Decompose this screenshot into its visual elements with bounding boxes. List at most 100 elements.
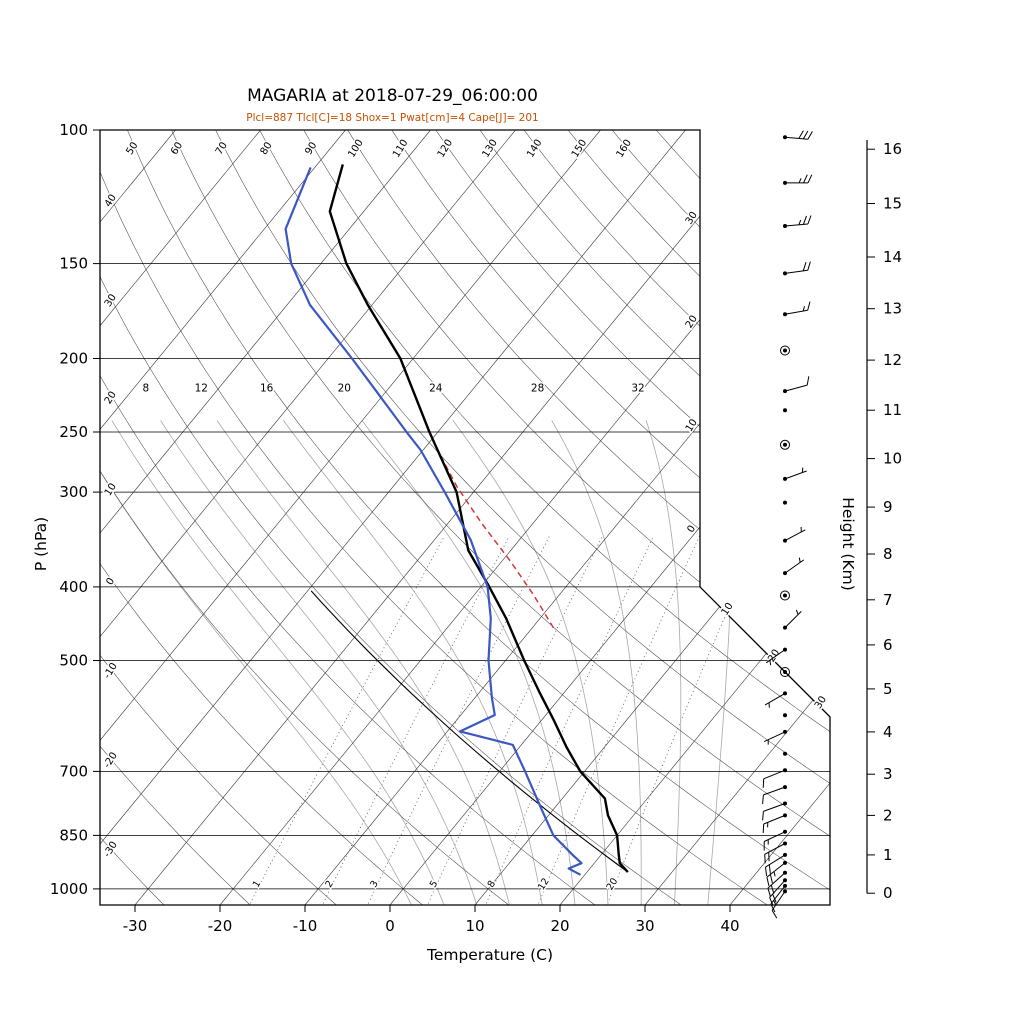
isotherm-right-label: 20 xyxy=(684,314,700,331)
plot-frame xyxy=(99,129,831,906)
wind-station-dot xyxy=(783,500,787,505)
wind-barb-feather xyxy=(803,174,808,184)
mixing-ratio-label: 5 xyxy=(428,879,441,890)
isotherm-right-label: 30 xyxy=(684,210,700,227)
dry-adiabat-top-label: 120 xyxy=(436,138,455,160)
height-tick-label: 10 xyxy=(883,450,902,468)
wind-barb-staff xyxy=(784,384,808,392)
wind-barb-feather xyxy=(802,215,807,225)
wind-station-dot xyxy=(783,348,787,353)
isotherm-line xyxy=(389,130,830,905)
isotherm-line xyxy=(559,130,830,905)
height-tick-label: 14 xyxy=(883,248,902,266)
isotherm-diagonal-label: 20 xyxy=(766,648,782,665)
moist-adiabat-label: 8 xyxy=(143,382,150,394)
moist-adiabat-label: 16 xyxy=(260,382,274,394)
temperature-tick-label: -30 xyxy=(123,917,148,935)
moist-adiabat-line xyxy=(111,420,445,905)
wind-barb-staff xyxy=(763,731,786,743)
moist-adiabat-line xyxy=(100,420,412,905)
cape-parcel-path xyxy=(436,448,555,629)
dry-adiabat-top-label: 130 xyxy=(480,138,499,160)
wind-barb-staff xyxy=(765,854,786,868)
dry-adiabat-line xyxy=(567,130,830,905)
temperature-axis-label: Temperature (C) xyxy=(426,946,554,964)
wind-barb-staff xyxy=(784,309,808,315)
wind-barb-staff xyxy=(784,223,808,227)
dry-adiabat-top-label: 160 xyxy=(615,138,634,160)
wind-barb-feather xyxy=(798,178,802,184)
moist-adiabat-line xyxy=(361,420,576,905)
height-tick-label: 7 xyxy=(883,591,893,609)
wind-barb-staff xyxy=(767,872,786,889)
mixing-ratio-line xyxy=(249,536,445,904)
wind-barb-feather xyxy=(802,130,809,140)
dry-adiabat-line xyxy=(100,130,596,905)
wind-barb-staff xyxy=(784,269,808,274)
wind-barb-feather xyxy=(769,897,774,906)
dry-adiabat-line xyxy=(100,130,509,905)
moist-adiabat-label: 32 xyxy=(631,382,644,394)
temperature-tick-label: 20 xyxy=(550,917,569,935)
dry-adiabat-line xyxy=(100,130,251,905)
wind-barb-staff xyxy=(769,879,786,898)
temperature-tick-label: 30 xyxy=(635,917,654,935)
moist-adiabat-line xyxy=(707,420,733,905)
height-tick-label: 15 xyxy=(883,195,902,213)
mixing-ratio-line xyxy=(427,536,603,904)
mixing-ratio-line xyxy=(607,536,761,904)
pressure-tick-label: 500 xyxy=(59,652,88,670)
wind-barb-feather xyxy=(806,376,810,386)
isotherm-line xyxy=(134,130,771,905)
height-tick-label: 12 xyxy=(883,351,902,369)
moist-adiabat-label: 12 xyxy=(195,382,208,394)
pressure-tick-label: 100 xyxy=(59,121,88,139)
dry-adiabat-line xyxy=(259,130,830,905)
wind-barb-feather xyxy=(807,131,813,140)
wind-barb-staff xyxy=(763,814,786,825)
temperature-tick-label: 40 xyxy=(720,917,739,935)
isotherm-line xyxy=(0,130,91,905)
wind-barb-feather xyxy=(773,900,777,906)
wind-barb-feather xyxy=(762,823,765,834)
height-tick-label: 1 xyxy=(883,846,893,864)
pressure-tick-label: 300 xyxy=(59,483,88,501)
moist-adiabat-line xyxy=(160,420,478,905)
temperature-tick-label: 0 xyxy=(385,917,395,935)
wind-barb-feather xyxy=(764,854,766,864)
isotherm-diagonal-label: 30 xyxy=(813,694,829,711)
dry-adiabat-line xyxy=(303,130,830,905)
isotherm-line xyxy=(100,130,431,905)
calm-wind-circle xyxy=(780,439,790,450)
wind-station-dot xyxy=(783,442,787,447)
wind-barb-feather xyxy=(770,884,775,894)
wind-barb-staff xyxy=(784,611,802,628)
height-tick-label: 8 xyxy=(883,545,893,563)
wind-barb-feather xyxy=(802,262,807,271)
mixing-ratio-label: 3 xyxy=(368,879,381,890)
isotherm-line xyxy=(100,130,686,905)
pressure-tick-label: 200 xyxy=(59,350,88,368)
moist-adiabat-label: 28 xyxy=(531,382,544,394)
isotherm-line xyxy=(100,130,601,905)
wind-barb-feather xyxy=(770,903,776,913)
isotherm-right-label: 0 xyxy=(686,524,699,535)
wind-barb-feather xyxy=(795,609,799,615)
height-tick-label: 4 xyxy=(883,723,893,741)
wind-barb-staff xyxy=(765,649,786,664)
moist-adiabat-line xyxy=(452,420,609,905)
wind-barb-feather xyxy=(798,219,802,225)
wind-barb-staff xyxy=(763,803,786,812)
dry-adiabat-top-label: 70 xyxy=(214,140,230,157)
dry-adiabat-line xyxy=(100,130,337,905)
mixing-ratio-line xyxy=(368,536,550,904)
wind-barb-feather xyxy=(765,867,768,877)
moist-adiabat-line xyxy=(645,420,682,905)
height-tick-label: 3 xyxy=(883,765,893,783)
profile-layer xyxy=(284,164,629,876)
calm-wind-circle xyxy=(780,667,790,677)
wind-barb-staff xyxy=(784,559,805,574)
dry-adiabat-line xyxy=(100,130,423,905)
chart-title: MAGARIA at 2018-07-29_06:00:00 xyxy=(247,86,538,106)
